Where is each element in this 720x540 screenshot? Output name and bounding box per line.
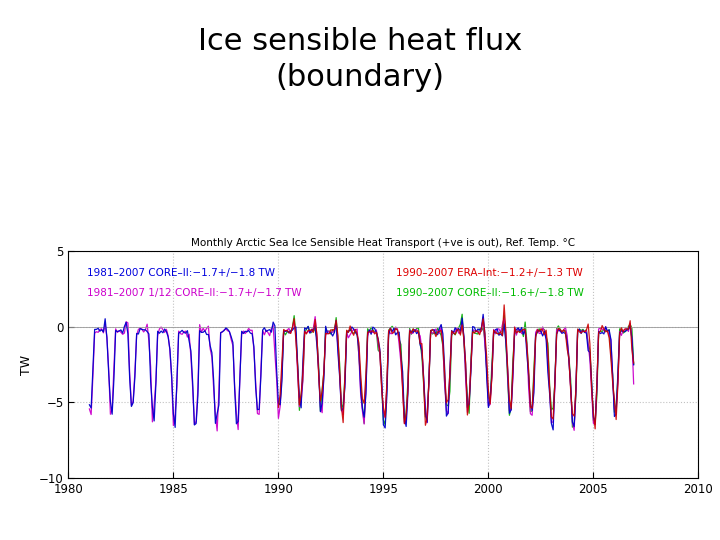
Title: Monthly Arctic Sea Ice Sensible Heat Transport (+ve is out), Ref. Temp. °C: Monthly Arctic Sea Ice Sensible Heat Tra… [192, 238, 575, 247]
Text: Ice sensible heat flux
(boundary): Ice sensible heat flux (boundary) [198, 27, 522, 92]
Text: 1990–2007 CORE–II:−1.6+/−1.8 TW: 1990–2007 CORE–II:−1.6+/−1.8 TW [396, 288, 584, 299]
Y-axis label: TW: TW [20, 354, 33, 375]
Text: 1990–2007 ERA–Int:−1.2+/−1.3 TW: 1990–2007 ERA–Int:−1.2+/−1.3 TW [396, 268, 582, 278]
Text: 1981–2007 CORE–II:−1.7+/−1.8 TW: 1981–2007 CORE–II:−1.7+/−1.8 TW [87, 268, 275, 278]
Text: 1981–2007 1/12 CORE–II:−1.7+/−1.7 TW: 1981–2007 1/12 CORE–II:−1.7+/−1.7 TW [87, 288, 302, 299]
